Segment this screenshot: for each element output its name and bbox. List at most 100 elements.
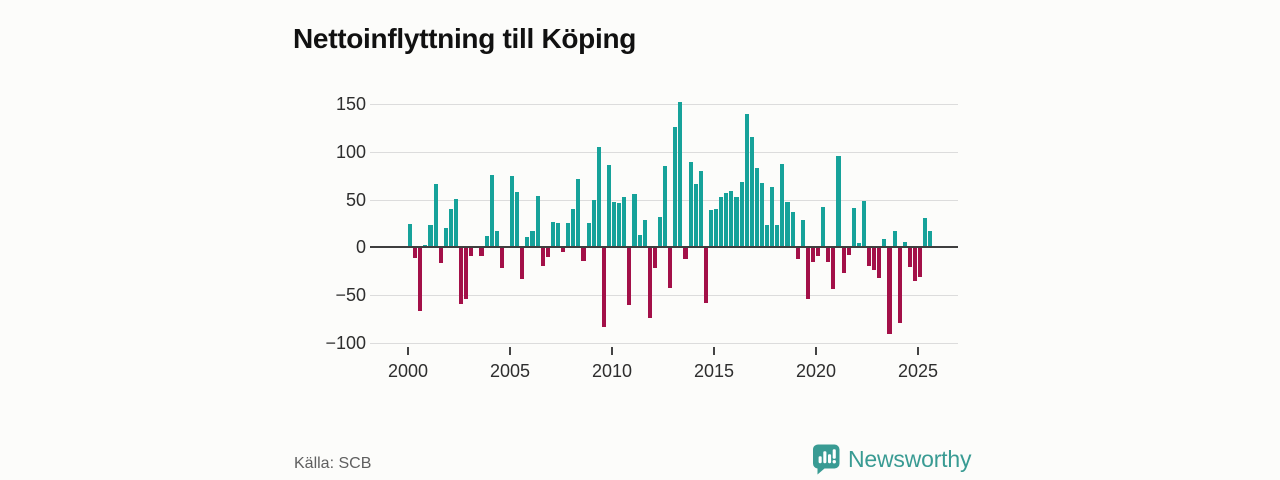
bar — [591, 199, 596, 248]
x-axis-tick — [815, 347, 817, 355]
bar — [719, 196, 724, 248]
bar — [510, 175, 515, 248]
bar — [596, 147, 601, 248]
bar — [443, 228, 448, 248]
bar — [418, 248, 423, 312]
bar — [821, 207, 826, 248]
bar — [703, 248, 708, 303]
bar — [413, 248, 418, 258]
y-axis-label: 0 — [355, 237, 366, 258]
bar — [887, 248, 892, 335]
bar — [612, 202, 617, 248]
bar — [749, 137, 754, 248]
bar — [652, 248, 657, 269]
y-axis-label: −100 — [325, 333, 366, 353]
bar — [530, 231, 535, 248]
bar — [535, 195, 540, 248]
bar — [453, 198, 459, 248]
bar — [525, 236, 530, 248]
page-title: Nettoinflyttning till Köping — [293, 22, 637, 54]
bar — [459, 248, 464, 304]
bar — [479, 248, 484, 257]
bar — [606, 165, 612, 248]
bar — [912, 248, 918, 281]
bar — [668, 248, 673, 288]
bar — [816, 248, 821, 257]
bar — [698, 170, 703, 248]
bar — [851, 208, 856, 248]
bar — [877, 248, 882, 279]
bar — [586, 222, 591, 248]
bar — [897, 248, 902, 323]
y-axis-label: 150 — [335, 94, 366, 114]
bar — [693, 184, 698, 248]
brand-name: Newsworthy — [848, 446, 972, 472]
bar — [545, 248, 550, 257]
bar — [494, 231, 499, 248]
x-axis-label: 2020 — [795, 361, 837, 381]
bar — [780, 164, 785, 248]
bar — [576, 178, 581, 248]
bar — [775, 225, 780, 248]
bar — [566, 222, 571, 248]
bar — [627, 248, 632, 305]
bar — [739, 182, 744, 248]
bar — [744, 113, 749, 248]
bar — [826, 248, 831, 262]
gridline — [370, 151, 958, 153]
bar — [790, 212, 795, 248]
bar — [581, 248, 586, 261]
x-axis-tick — [509, 347, 511, 355]
x-axis-tick — [407, 347, 409, 355]
x-axis-label: 2010 — [591, 361, 633, 381]
bar — [846, 248, 851, 256]
bar — [861, 200, 867, 248]
bar — [805, 248, 810, 300]
bar — [408, 223, 413, 248]
zero-baseline — [370, 246, 958, 249]
bar — [907, 248, 912, 267]
x-axis-label: 2000 — [387, 361, 429, 381]
bar — [673, 126, 678, 248]
bar — [734, 196, 739, 248]
bar — [484, 235, 489, 248]
bar — [647, 248, 652, 319]
bar — [499, 248, 504, 269]
bar — [617, 203, 622, 248]
bar — [438, 248, 443, 263]
bar — [708, 210, 714, 248]
bar — [795, 248, 800, 259]
x-axis-tick — [713, 347, 715, 355]
bar — [754, 168, 759, 248]
bar — [637, 234, 642, 248]
x-axis-label: 2025 — [897, 361, 939, 381]
bar — [770, 187, 775, 248]
y-axis-label: 50 — [345, 189, 366, 210]
bar — [714, 209, 719, 248]
bar — [759, 183, 765, 248]
y-axis-label: 100 — [335, 141, 366, 162]
bar — [520, 248, 525, 279]
bar — [841, 248, 846, 274]
bar — [561, 248, 566, 253]
bar — [882, 238, 887, 248]
bar — [683, 248, 688, 259]
bar — [632, 193, 637, 248]
bar — [856, 242, 861, 248]
bar — [601, 248, 606, 327]
bar — [800, 219, 805, 248]
bar — [657, 216, 663, 248]
bar — [469, 248, 474, 257]
bar — [785, 202, 790, 248]
x-axis-label: 2005 — [489, 361, 531, 381]
bar — [928, 231, 933, 248]
bar — [489, 174, 494, 248]
gridline — [370, 295, 958, 297]
x-axis-tick — [611, 347, 613, 355]
bar — [810, 248, 816, 262]
x-axis-tick — [917, 347, 919, 355]
bar — [540, 248, 545, 266]
bar-chart-speech-bubble-icon — [812, 444, 840, 475]
bar — [464, 248, 469, 300]
